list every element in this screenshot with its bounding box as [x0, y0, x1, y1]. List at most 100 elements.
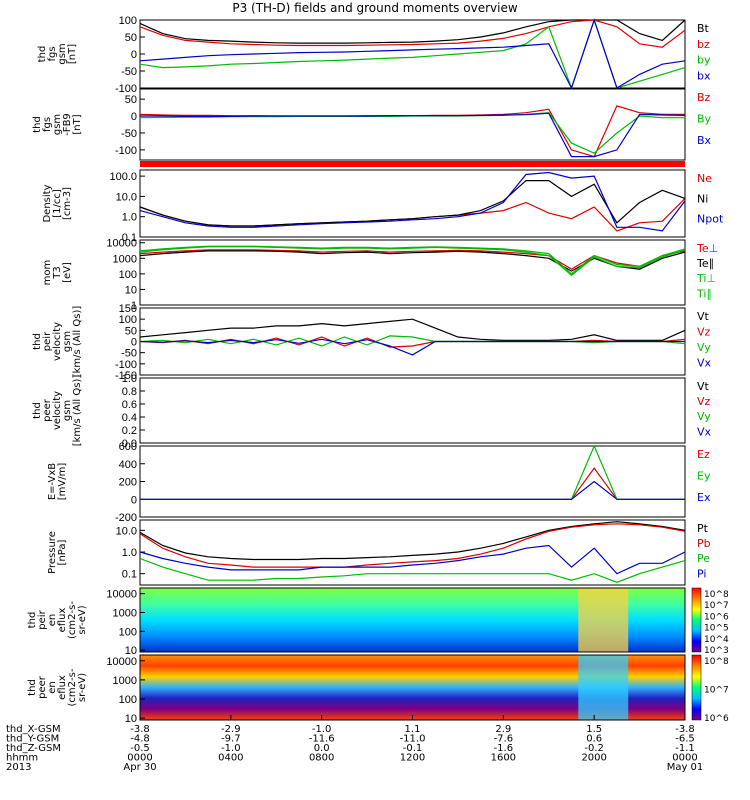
- y-axis-label: thd: [32, 402, 43, 419]
- y-tick-label: -100: [115, 145, 137, 157]
- x-row-value: 0.0: [314, 743, 330, 754]
- series-line-By: [139, 112, 685, 154]
- panel-frame: [139, 88, 686, 161]
- y-tick-label: 10000: [106, 589, 137, 601]
- spectrogram-feature: [578, 588, 629, 652]
- colorbar-tick-label: 10^4: [704, 635, 729, 645]
- y-tick-label: 10: [125, 645, 137, 657]
- x-row-value: 0.6: [586, 734, 602, 745]
- x-row-value: 0400: [218, 753, 243, 764]
- y-axis-label: (cm2-s-: [67, 601, 78, 639]
- y-axis-label: [mV/m]: [57, 463, 68, 501]
- y-axis-label: Pressure: [47, 531, 58, 574]
- series-line-Vx: [139, 338, 685, 356]
- y-tick-label: 10: [125, 284, 137, 296]
- colorbar: [691, 587, 702, 653]
- y-axis-label: eflux: [57, 608, 68, 633]
- y-axis-label: sr-eV): [77, 673, 88, 702]
- panel-frame: [139, 169, 686, 238]
- y-tick-label: 50: [125, 325, 137, 337]
- x-row-value: 1.5: [586, 724, 602, 735]
- y-tick-label: 1000: [113, 675, 137, 687]
- legend-entry: Ez: [697, 448, 710, 461]
- legend-entry: Bt: [697, 22, 710, 35]
- x-row-value: -11.6: [309, 734, 335, 745]
- y-tick-label: 50: [125, 94, 137, 106]
- plot-title: P3 (TH-D) fields and ground moments over…: [232, 1, 518, 15]
- series-line-Npot: [139, 171, 686, 232]
- x-row-value: -1.0: [221, 743, 241, 754]
- panel-frame: [139, 587, 686, 653]
- colorbar-tick-label: 10^3: [704, 646, 729, 656]
- series-line-bz: [139, 19, 686, 48]
- legend-entry: by: [697, 54, 711, 67]
- y-tick-label: 10: [125, 713, 137, 725]
- x-row-label: thd_Z-GSM: [6, 743, 61, 754]
- y-tick-label: -150: [115, 370, 137, 382]
- y-tick-label: 1: [131, 300, 137, 312]
- x-row-value: 0800: [309, 753, 334, 764]
- y-axis-label: velocity: [52, 391, 63, 430]
- series-line-Pb: [139, 523, 686, 568]
- legend-entry: Te∥: [696, 257, 714, 270]
- y-tick-label: 100: [119, 694, 137, 706]
- y-tick-label: 400: [119, 459, 137, 471]
- legend-entry: Vt: [697, 310, 710, 323]
- x-row-value: 0000: [127, 753, 152, 764]
- y-tick-label: 100: [119, 626, 137, 638]
- separator-bar: [140, 161, 685, 167]
- y-axis-label: peer: [42, 398, 53, 422]
- colorbar: [691, 654, 702, 721]
- x-row-value: -3.8: [675, 724, 695, 735]
- x-row-value: -0.5: [130, 743, 150, 754]
- y-axis-label: [nT]: [67, 44, 78, 64]
- y-tick-label: 150: [119, 303, 137, 315]
- y-tick-label: 10.0: [116, 191, 137, 203]
- colorbar-tick-label: 10^6: [704, 714, 729, 724]
- y-tick-label: -100: [115, 359, 137, 371]
- x-row-value: Apr 30: [123, 762, 156, 773]
- y-axis-label: gsm: [62, 400, 73, 421]
- y-tick-label: 0: [131, 494, 137, 506]
- y-axis-label: eflux: [57, 675, 68, 700]
- y-axis-label: peer: [37, 675, 48, 699]
- y-axis-label: thd: [32, 116, 43, 133]
- legend-entry: Ey: [697, 470, 711, 483]
- colorbar-tick-label: 10^8: [704, 590, 729, 600]
- y-tick-label: 0.2: [122, 425, 137, 437]
- y-axis-label: thd: [37, 46, 48, 63]
- legend-entry: Pb: [697, 537, 711, 550]
- x-row-value: -9.7: [221, 734, 241, 745]
- legend-entry: Npot: [697, 213, 724, 226]
- legend-entry: Bx: [697, 134, 712, 147]
- legend-entry: Ni: [697, 192, 708, 205]
- series-line-Ni: [139, 180, 686, 227]
- legend-entry: Bz: [697, 91, 711, 104]
- series-line-Ez: [140, 467, 685, 500]
- series-line-Pi: [139, 544, 686, 575]
- x-row-value: -2.9: [221, 724, 241, 735]
- y-tick-label: 0.0: [122, 438, 137, 450]
- legend-entry: By: [697, 113, 712, 126]
- y-axis-label: [cm-3]: [62, 187, 73, 220]
- x-row-value: -4.8: [130, 734, 150, 745]
- y-tick-label: 1000: [113, 253, 137, 265]
- y-axis-label: thd: [32, 333, 43, 350]
- y-tick-label: 0.8: [122, 386, 137, 398]
- panel-frame: [139, 519, 686, 586]
- y-tick-label: 200: [119, 477, 137, 489]
- series-line-Ex: [140, 480, 685, 500]
- y-axis-label: peir: [42, 331, 53, 351]
- series-line-Ey: [140, 444, 685, 500]
- y-tick-label: 100: [119, 314, 137, 326]
- y-axis-label: T3: [52, 266, 63, 279]
- x-row-value: -0.1: [403, 743, 423, 754]
- panel-frame: [139, 377, 686, 444]
- y-tick-label: 100: [119, 15, 137, 27]
- y-axis-label: velocity: [52, 322, 63, 361]
- y-tick-label: 1.0: [122, 373, 137, 385]
- y-axis-label: [1/cc]: [52, 189, 63, 218]
- x-row-value: -1.6: [494, 743, 514, 754]
- y-tick-label: 0.4: [122, 412, 137, 424]
- series-line-bx: [139, 18, 686, 90]
